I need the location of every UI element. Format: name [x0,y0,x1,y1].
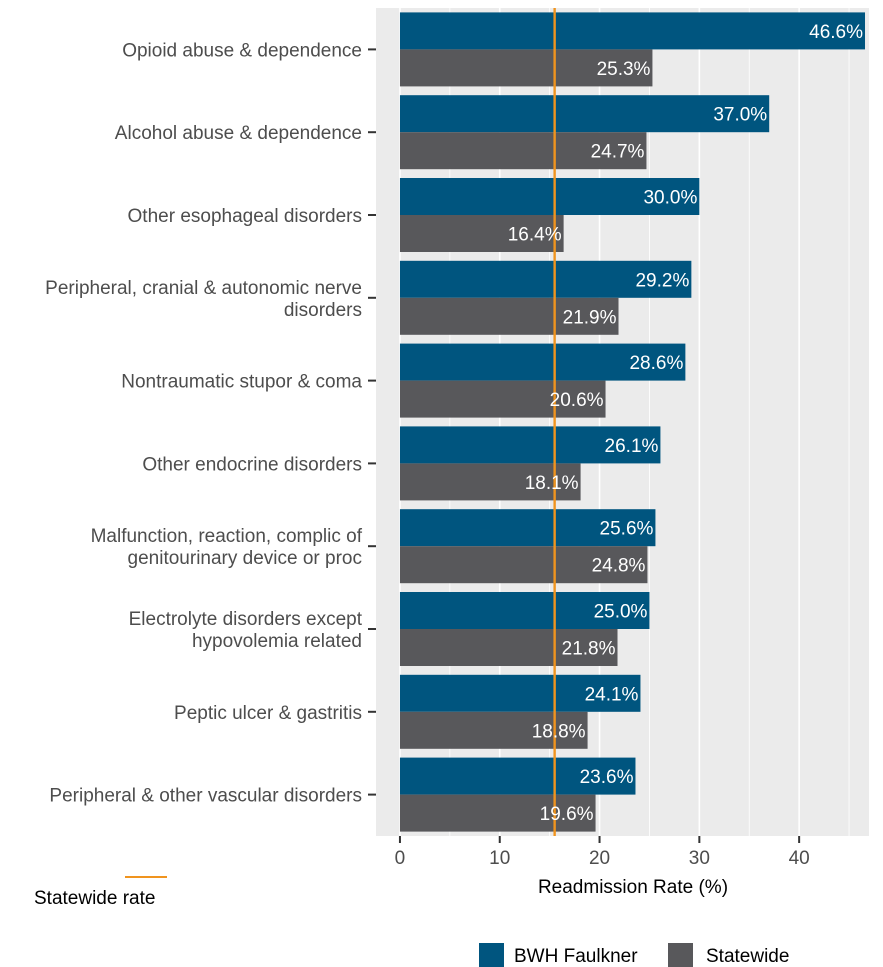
bar-value-label: 25.6% [600,519,654,540]
bar-statewide [399,380,606,418]
bar-value-label: 19.6% [540,804,594,825]
bar-bwh-faulkner [399,343,686,381]
bar-statewide [399,463,581,501]
x-tick-label: 30 [689,848,710,869]
category-label: Peripheral & other vascular disorders [49,786,362,807]
bar-value-label: 30.0% [643,188,697,209]
bar-statewide [399,629,618,666]
bar-value-label: 25.3% [597,59,651,80]
reference-legend-label: Statewide rate [34,888,155,909]
bar-value-label: 21.8% [562,639,616,660]
reference-legend: Statewide rate [34,876,167,909]
category-label: Other esophageal disorders [128,206,362,227]
bar-statewide [399,794,596,832]
legend-swatch-bwh-faulkner [479,943,504,967]
bar-statewide [399,711,588,749]
category-label: Alcohol abuse & dependence [115,123,362,144]
bar-value-label: 16.4% [508,225,562,246]
category-label: Peripheral, cranial & autonomic nerve dis… [45,278,362,321]
bar-value-label: 37.0% [713,105,767,126]
bar-bwh-faulkner [399,260,692,298]
category-label: Peptic ulcer & gastritis [174,703,362,724]
bar-value-label: 18.1% [525,473,579,494]
bar-value-label: 24.8% [592,556,646,577]
category-label: Electrolyte disorders except hypovolemia … [129,609,363,652]
bar-statewide [399,132,647,170]
bar-value-label: 23.6% [580,767,634,788]
bar-bwh-faulkner [399,12,866,50]
category-label: Other endocrine disorders [142,454,362,475]
bar-value-label: 28.6% [629,353,683,374]
bar-value-label: 18.8% [532,721,586,742]
legend-swatch-statewide [668,943,693,967]
category-labels: Opioid abuse & dependence Alcohol abuse &… [45,40,376,807]
bar-value-label: 46.6% [809,22,863,43]
bar-value-label: 29.2% [635,270,689,291]
legend-label-bwh-faulkner: BWH Faulkner [514,946,638,967]
x-axis-ticks: 0 10 20 30 40 [395,836,810,869]
bar-statewide [399,215,564,252]
bar-bwh-faulkner [399,426,661,464]
x-axis-title: Readmission Rate (%) [538,877,728,898]
bar-bwh-faulkner [399,757,636,795]
bar-bwh-faulkner [399,95,770,133]
bar-bwh-faulkner [399,509,656,547]
bar-value-label: 24.7% [591,142,645,163]
bar-statewide [399,297,619,335]
bar-value-label: 20.6% [550,390,604,411]
bar-statewide [399,546,648,584]
x-tick-label: 10 [489,848,510,869]
category-label: Opioid abuse & dependence [122,40,362,61]
bar-value-label: 26.1% [605,436,659,457]
bar-bwh-faulkner [399,674,641,712]
bar-labels: 46.6% 25.3% 37.0% 24.7% 30.0% 16.4% 29.2% 21.9%… [508,22,863,825]
bar-statewide [399,49,653,87]
category-label: Malfunction, reaction, complic of genitou… [91,526,363,569]
bar-value-label: 24.1% [585,684,639,705]
legend-label-statewide: Statewide [706,946,789,967]
bars [399,12,866,832]
bar-value-label: 25.0% [594,602,648,623]
bar-bwh-faulkner [399,178,700,215]
x-tick-label: 40 [789,848,810,869]
x-tick-label: 20 [589,848,610,869]
x-tick-label: 0 [395,848,406,869]
bar-bwh-faulkner [399,592,650,629]
category-label: Nontraumatic stupor & coma [121,372,362,393]
series-legend: BWH Faulkner Statewide [479,943,789,967]
bar-value-label: 21.9% [563,307,617,328]
